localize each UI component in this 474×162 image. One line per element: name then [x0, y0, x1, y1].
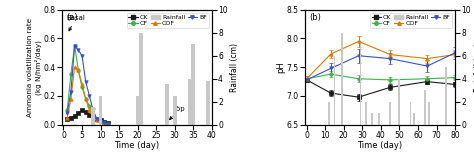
- Bar: [173, 96, 176, 125]
- Y-axis label: Rainfall (cm): Rainfall (cm): [230, 43, 239, 92]
- Legend: CK, CF, Rainfall, COF, BF: CK, CF, Rainfall, COF, BF: [127, 13, 209, 28]
- Bar: [206, 81, 210, 125]
- Bar: [99, 96, 102, 125]
- Bar: [191, 44, 195, 125]
- Bar: [378, 113, 380, 125]
- Bar: [410, 102, 411, 125]
- Bar: [188, 79, 191, 125]
- Text: (b): (b): [310, 13, 321, 22]
- Text: Basal: Basal: [66, 15, 85, 31]
- Bar: [360, 44, 361, 125]
- Bar: [399, 79, 401, 125]
- Bar: [371, 113, 373, 125]
- Bar: [413, 113, 415, 125]
- Bar: [424, 90, 426, 125]
- Y-axis label: pH: pH: [276, 61, 285, 73]
- Text: Top: Top: [170, 106, 184, 120]
- Text: (a): (a): [66, 13, 78, 22]
- Bar: [341, 33, 343, 125]
- X-axis label: Time (day): Time (day): [357, 141, 402, 150]
- Bar: [136, 96, 139, 125]
- Bar: [165, 85, 169, 125]
- Bar: [328, 102, 330, 125]
- Legend: CK, CF, Rainfall, COF, BF: CK, CF, Rainfall, COF, BF: [370, 13, 452, 28]
- Bar: [139, 33, 143, 125]
- Bar: [428, 102, 430, 125]
- Bar: [445, 67, 447, 125]
- X-axis label: Time (day): Time (day): [114, 141, 159, 150]
- Bar: [334, 56, 336, 125]
- Bar: [389, 102, 391, 125]
- Bar: [365, 102, 367, 125]
- Bar: [91, 108, 95, 125]
- Y-axis label: Ammonia volatilization rate
(kg N/hm²/day): Ammonia volatilization rate (kg N/hm²/da…: [27, 18, 42, 117]
